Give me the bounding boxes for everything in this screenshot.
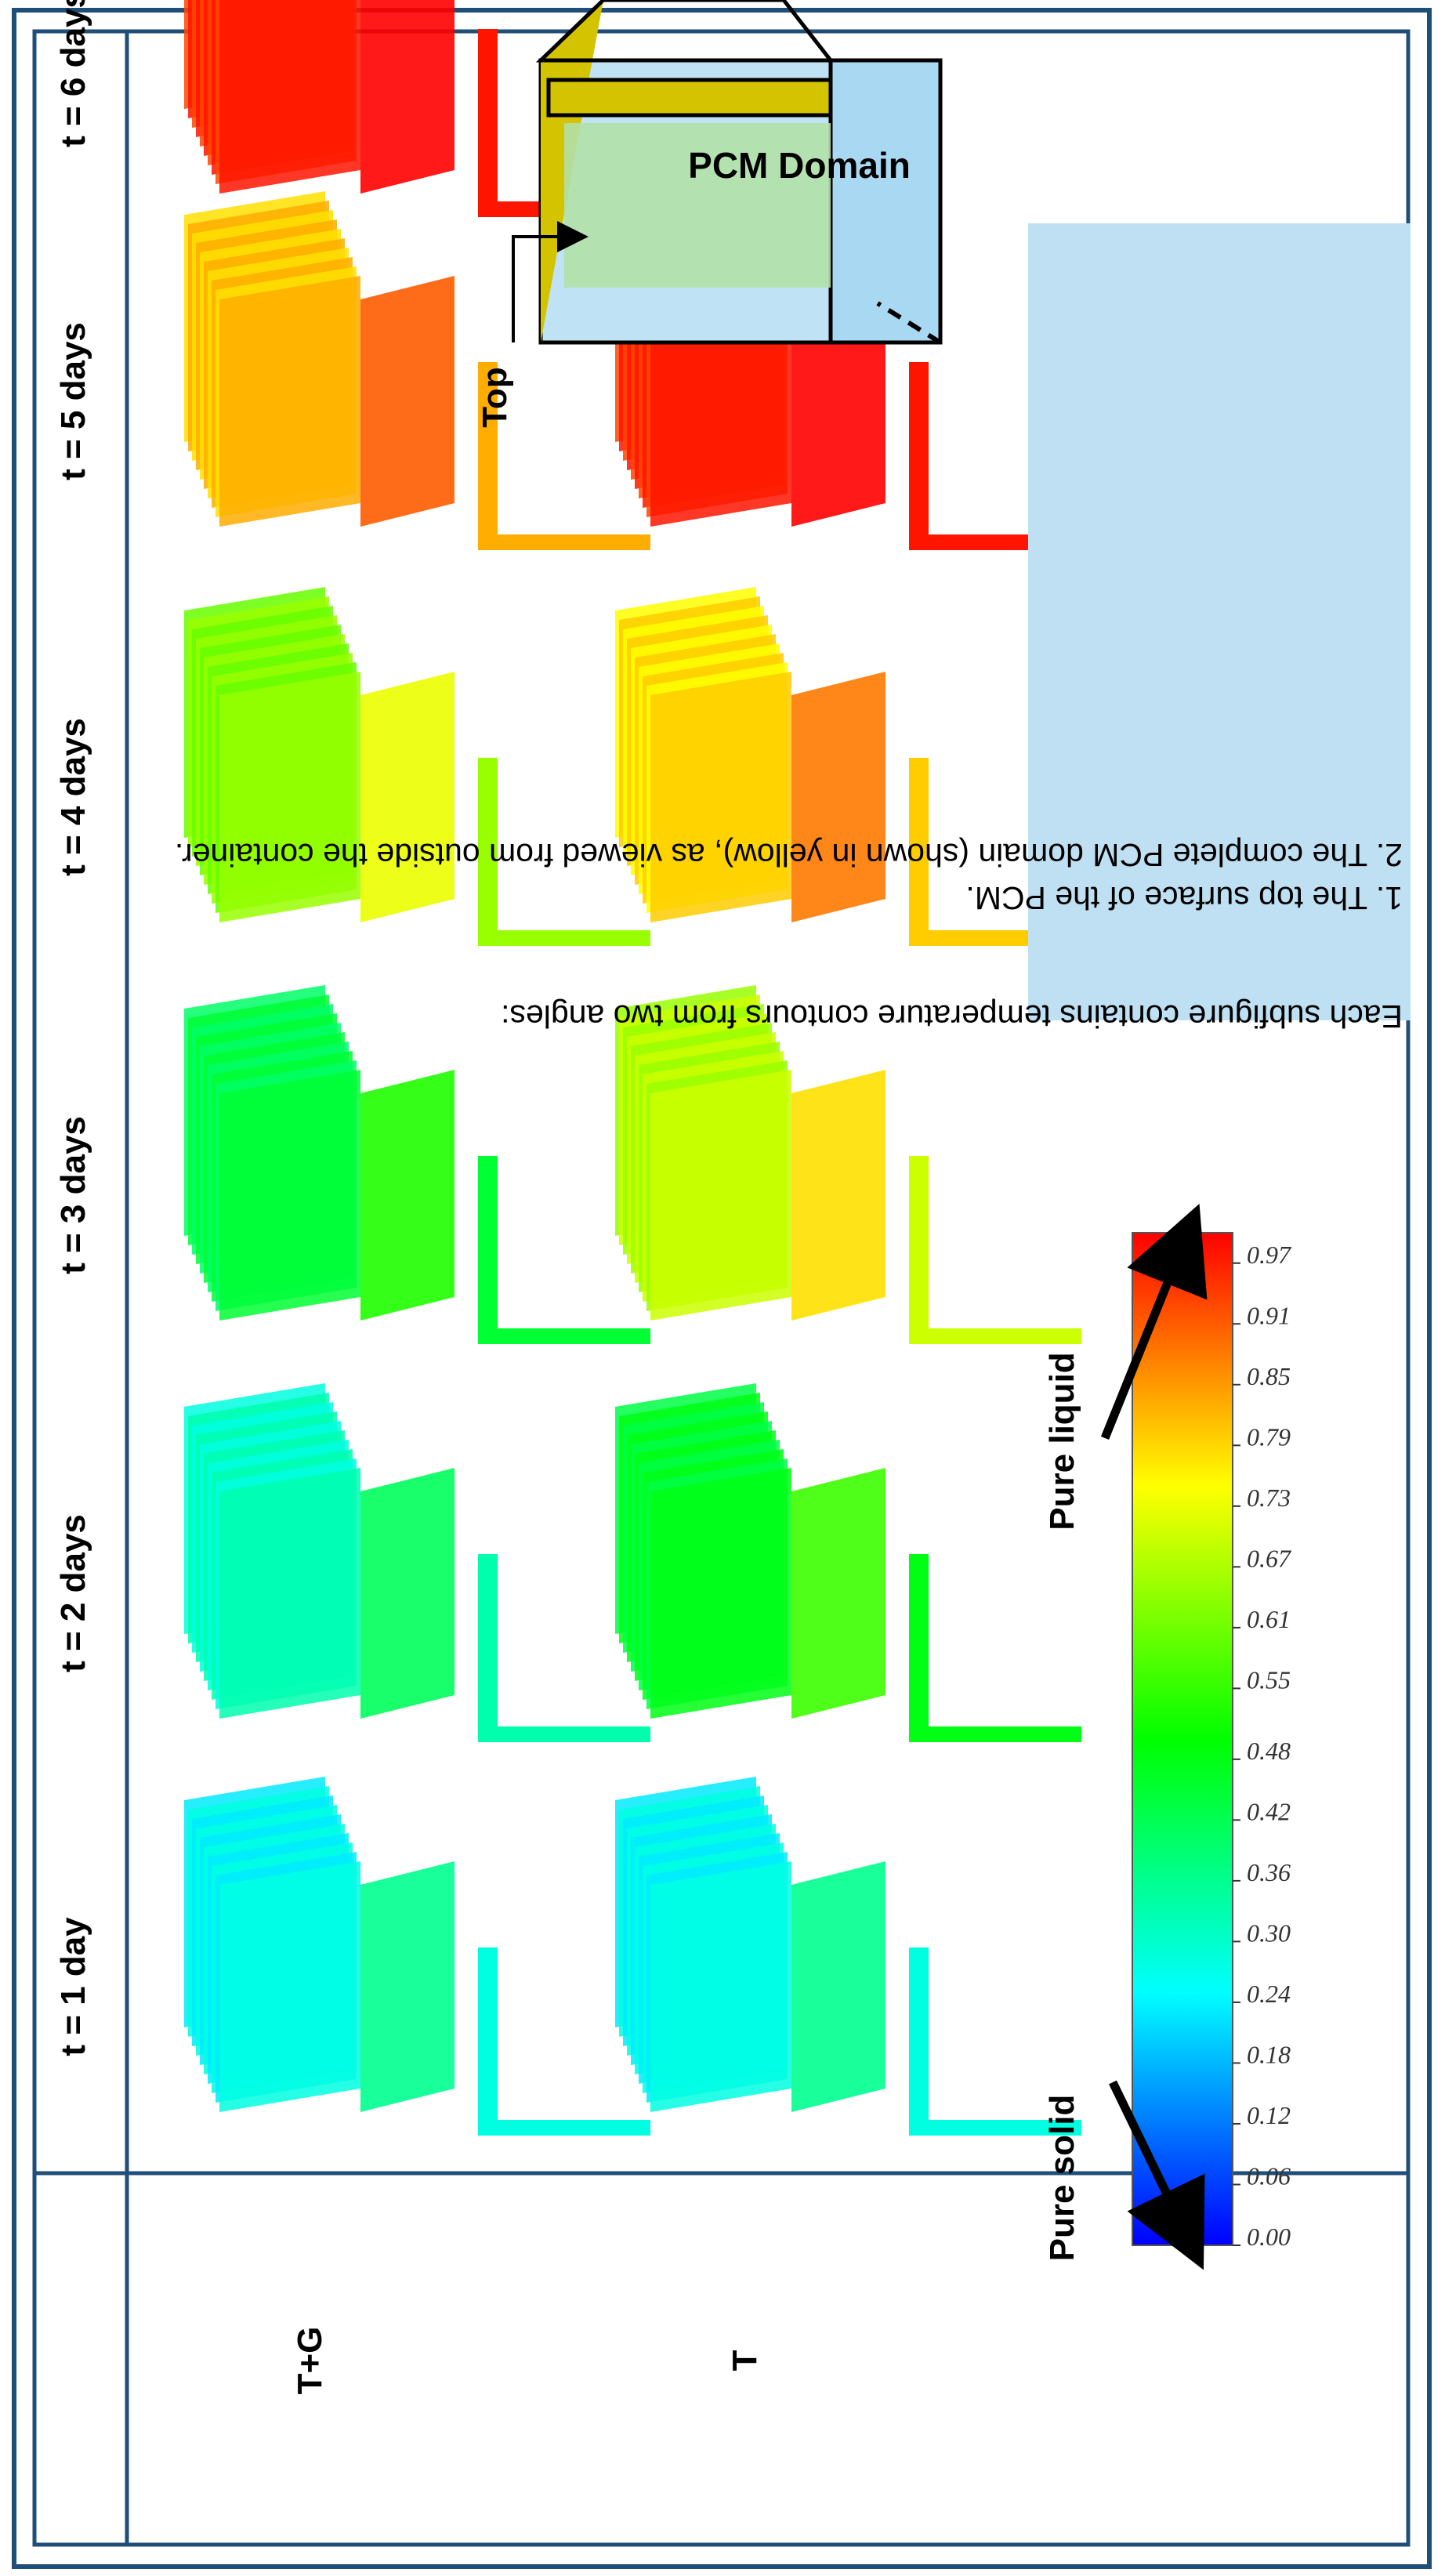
inner-frame bbox=[32, 29, 1411, 2547]
pcm-domain-sketch: PCM Domain Top bbox=[476, 0, 943, 428]
colorbar-tick-label: 0.18 bbox=[1247, 2040, 1291, 2068]
contour-front-face bbox=[360, 1070, 455, 1321]
contour-layer bbox=[650, 1861, 791, 2112]
row-label-t: T bbox=[726, 2350, 764, 2371]
contour-panel bbox=[184, 1383, 650, 1742]
note-item-1: 1. The top surface of the PCM. bbox=[965, 880, 1403, 916]
contour-front-face bbox=[360, 0, 455, 194]
contour-top-surface bbox=[909, 758, 1081, 946]
contour-panel bbox=[184, 191, 650, 550]
top-pointer-label: Top bbox=[476, 367, 514, 427]
contour-layer bbox=[650, 672, 791, 922]
colorbar-tick-label: 0.55 bbox=[1247, 1665, 1291, 1694]
contour-front-face bbox=[791, 1070, 885, 1321]
contour-front-face bbox=[360, 1861, 455, 2112]
contour-panel bbox=[615, 587, 1081, 946]
col-header-3: t = 3 days bbox=[54, 1116, 92, 1274]
contour-panels bbox=[184, 0, 1081, 2136]
contour-top-surface bbox=[478, 1947, 650, 2136]
colorbar-tick-label: 0.00 bbox=[1247, 2223, 1291, 2251]
contour-layer bbox=[219, 1070, 360, 1321]
colorbar-tick-label: 0.24 bbox=[1247, 1980, 1291, 2008]
contour-layer bbox=[219, 1861, 360, 2112]
contour-layer bbox=[650, 1070, 791, 1321]
contour-front-face bbox=[360, 672, 455, 922]
pure-liquid-arrow bbox=[1100, 1203, 1208, 1440]
contour-top-surface bbox=[478, 1156, 650, 1344]
contour-top-surface bbox=[478, 29, 650, 217]
pcm-top-yellow-side bbox=[535, 0, 835, 63]
pcm-dash-edge bbox=[876, 301, 942, 345]
colorbar-tick-label: 0.67 bbox=[1247, 1544, 1292, 1572]
contour-panel bbox=[615, 985, 1081, 1344]
note-intro: Each subfigure contains temperature cont… bbox=[501, 998, 1403, 1034]
contour-top-surface bbox=[909, 1554, 1081, 1742]
col-header-4: t = 4 days bbox=[54, 718, 92, 876]
contour-front-face bbox=[791, 1861, 885, 2112]
contour-top-surface bbox=[478, 1554, 650, 1742]
colorbar-ticks: 0.00 0.06 0.12 0.18 0.24 0.30 0.36 0.42 0.48 0.55… bbox=[1233, 1241, 1292, 2251]
pure-liquid-label: Pure liquid bbox=[1043, 1352, 1081, 1530]
contour-top-surface bbox=[478, 758, 650, 946]
colorbar: 0.00 0.06 0.12 0.18 0.24 0.30 0.36 0.42 0.48 0.55… bbox=[1043, 1203, 1292, 2270]
pcm-domain-title: PCM Domain bbox=[688, 145, 911, 186]
colorbar-tick-label: 0.73 bbox=[1247, 1484, 1291, 1512]
contour-panel bbox=[184, 587, 650, 946]
pcm-domain-inner bbox=[564, 123, 831, 288]
colorbar-tick-label: 0.30 bbox=[1247, 1918, 1291, 1947]
contour-top-surface bbox=[478, 362, 650, 550]
col-header-1: t = 1 day bbox=[54, 1917, 92, 2056]
contour-layer bbox=[219, 1468, 360, 1719]
contour-panel bbox=[184, 0, 650, 217]
contour-layer bbox=[219, 276, 360, 527]
contour-layer bbox=[219, 0, 360, 194]
contour-front-face bbox=[360, 1468, 455, 1719]
contour-panel bbox=[184, 985, 650, 1344]
colorbar-tick-label: 0.91 bbox=[1247, 1301, 1291, 1329]
contour-top-surface bbox=[909, 1156, 1081, 1344]
col-header-5: t = 5 days bbox=[54, 322, 92, 480]
colorbar-tick-label: 0.42 bbox=[1247, 1797, 1291, 1825]
colorbar-tick-label: 0.12 bbox=[1247, 2101, 1291, 2129]
col-header-2: t = 2 days bbox=[54, 1514, 92, 1672]
contour-front-face bbox=[791, 1468, 885, 1719]
note-intro-line: Each subfigure contains temperature cont… bbox=[501, 998, 1403, 1034]
colorbar-bar bbox=[1132, 1232, 1233, 2246]
colorbar-tick-label: 0.97 bbox=[1247, 1241, 1292, 1269]
contour-panel bbox=[615, 1383, 1081, 1742]
pcm-domain-box bbox=[546, 78, 833, 118]
colorbar-tick-label: 0.61 bbox=[1247, 1605, 1291, 1633]
contour-layer bbox=[219, 672, 360, 922]
colorbar-tick-label: 0.06 bbox=[1247, 2161, 1291, 2190]
row-label-tg: T+G bbox=[291, 2327, 329, 2395]
contour-top-surface bbox=[909, 362, 1081, 550]
contour-top-surface bbox=[909, 1947, 1081, 2136]
colorbar-tick-label: 0.85 bbox=[1247, 1362, 1291, 1390]
contour-panel bbox=[615, 1777, 1081, 2136]
note-box: Each subfigure contains temperature cont… bbox=[175, 223, 1411, 1034]
contour-front-face bbox=[791, 672, 885, 922]
col-header-6: t = 6 days bbox=[54, 0, 92, 147]
pcm-box-front-face bbox=[828, 58, 943, 345]
pure-solid-label: Pure solid bbox=[1043, 2095, 1081, 2262]
contour-layer bbox=[650, 1468, 791, 1719]
colorbar-tick-label: 0.79 bbox=[1247, 1422, 1291, 1451]
note-background bbox=[1028, 223, 1411, 1020]
top-pointer-line bbox=[512, 221, 589, 342]
note-item-2: 2. The complete PCM domain (shown in yel… bbox=[175, 837, 1403, 873]
colorbar-tick-label: 0.48 bbox=[1247, 1737, 1291, 1765]
contour-front-face bbox=[360, 276, 455, 527]
pure-solid-arrow bbox=[1109, 2080, 1205, 2270]
outer-frame bbox=[12, 8, 1432, 2569]
colorbar-tick-label: 0.36 bbox=[1247, 1858, 1291, 1886]
contour-panel bbox=[184, 1777, 650, 2136]
